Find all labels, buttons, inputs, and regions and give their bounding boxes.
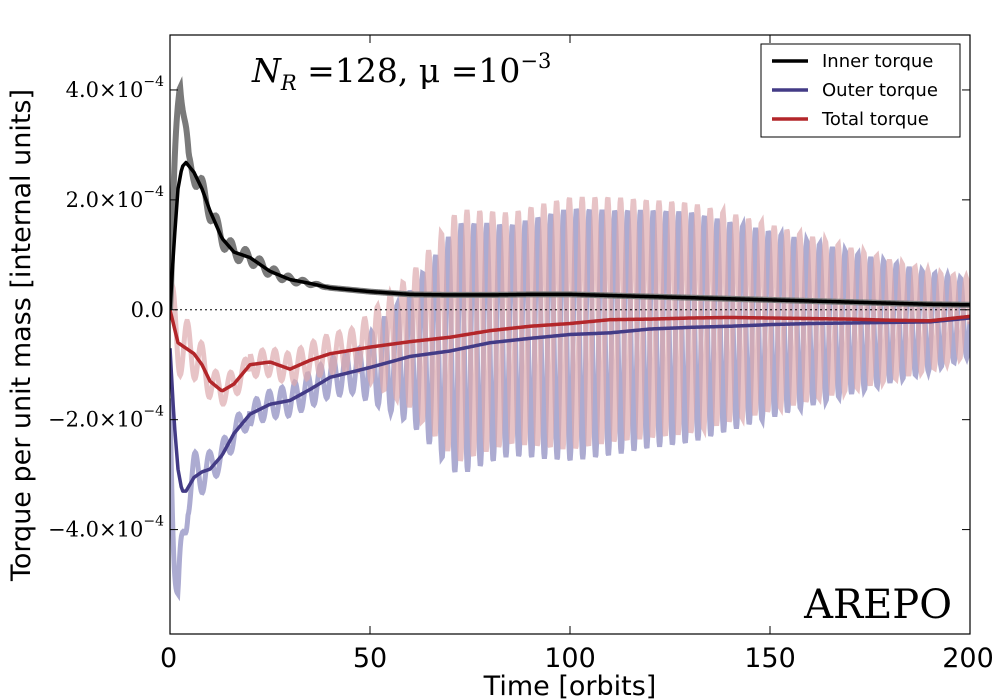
param-values: =128, μ =10 (297, 51, 521, 90)
y-tick-label: 4.0×10−4 (66, 74, 164, 102)
param-exponent: −3 (520, 49, 551, 73)
param-subscript-r: R (280, 71, 297, 95)
x-tick-label: 50 (353, 643, 387, 674)
x-tick-label: 0 (160, 643, 177, 674)
inner-torque-line (170, 160, 970, 310)
param-symbol-n: N (251, 51, 282, 90)
raw-outer-torque-line (170, 208, 970, 602)
x-tick-label: 200 (942, 643, 994, 674)
raw-oscillation-layer (170, 76, 970, 602)
x-tick-label: 100 (544, 643, 596, 674)
total-torque-line (170, 309, 970, 393)
smoothed-series-layer (170, 160, 970, 493)
outer-torque-line (170, 316, 970, 493)
x-tick-label: 150 (744, 643, 796, 674)
y-axis-label: Torque per unit mass [internal units] (6, 89, 37, 582)
code-name-annotation: AREPO (803, 582, 952, 628)
y-tick-label: 2.0×10−4 (66, 184, 164, 212)
legend-label-outer: Outer torque (822, 80, 938, 101)
legend: Inner torque Outer torque Total torque (760, 43, 961, 138)
y-tick-label: 0.0 (131, 298, 164, 322)
raw-total-torque-line (170, 196, 970, 462)
parameter-annotation: NR =128, μ =10−3 (251, 49, 551, 95)
y-tick-label: −4.0×10−4 (48, 514, 164, 542)
legend-label-total: Total torque (821, 109, 929, 130)
legend-label-inner: Inner torque (822, 51, 933, 72)
axis-ticks: 0 50 100 150 200 4.0×10−4 2.0×10−4 0.0 −2.0×10−4… (48, 35, 994, 674)
x-axis-label: Time [orbits] (483, 671, 657, 700)
y-tick-label: −2.0×10−4 (48, 404, 164, 432)
